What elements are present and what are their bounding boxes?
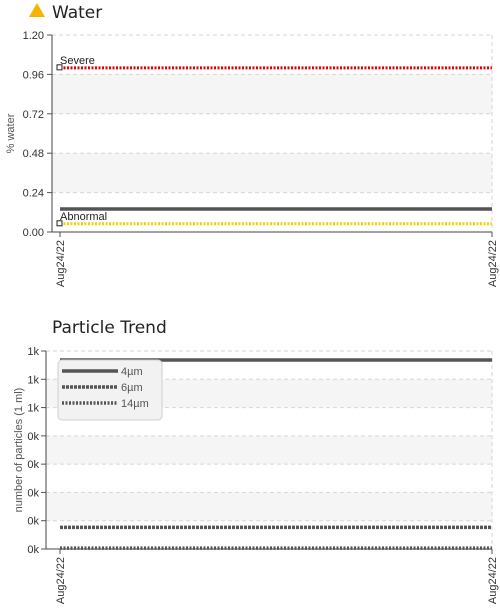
y-tick-label: 0k [27, 544, 39, 556]
particle-trend-chart: Particle Trend 0k 0k 0k 0k 0k 1k 1k 1k number of… [0, 318, 500, 615]
threshold-label: Abnormal [60, 211, 107, 223]
x-tick-label: Aug24/22 [55, 557, 67, 604]
x-tick-label: Aug24/22 [55, 240, 67, 287]
y-axis-label: % water [5, 113, 17, 153]
y-tick-label: 0k [27, 431, 39, 443]
legend-label: 14µm [121, 398, 149, 410]
y-tick-label: 1k [27, 403, 39, 415]
y-tick-label: 1k [27, 374, 39, 386]
particle-title-text: Particle Trend [52, 318, 167, 338]
grid-band [52, 74, 492, 114]
legend-box [57, 359, 163, 421]
grid-band [52, 153, 492, 193]
y-tick-label: 1k [27, 346, 39, 358]
threshold-marker [56, 64, 63, 71]
water-chart: Water 0.00 0.24 0.48 0.72 0.96 1.20 % water Sev… [0, 0, 500, 300]
threshold-label: Severe [60, 55, 95, 67]
y-tick-label: 0k [27, 516, 39, 528]
y-tick-label: 1.20 [23, 30, 44, 42]
particle-title: Particle Trend [52, 318, 167, 338]
water-plot: 0.00 0.24 0.48 0.72 0.96 1.20 % water Severe Abn… [5, 30, 499, 287]
warning-triangle-icon [28, 2, 46, 23]
water-title-text: Water [52, 2, 103, 23]
threshold-marker [56, 220, 63, 227]
y-tick-label: 0.48 [23, 148, 44, 160]
x-tick-label: Aug24/22 [487, 240, 499, 287]
y-axis-label: number of particles (1 ml) [13, 388, 25, 513]
y-tick-label: 0k [27, 487, 39, 499]
grid-band [52, 192, 492, 232]
y-tick-label: 0k [27, 459, 39, 471]
grid-band [46, 492, 492, 521]
grid-band [46, 464, 492, 493]
x-tick-label: Aug24/22 [487, 557, 499, 604]
grid-band [46, 435, 492, 465]
grid-band [46, 520, 492, 549]
legend-label: 4µm [121, 366, 143, 378]
y-tick-label: 0.24 [23, 188, 44, 200]
y-tick-label: 0.00 [23, 227, 44, 239]
y-tick-label: 0.72 [23, 109, 44, 121]
grid-band [52, 113, 492, 154]
water-title: Water [28, 2, 102, 23]
y-tick-label: 0.96 [23, 69, 44, 81]
legend-label: 6µm [121, 382, 143, 394]
